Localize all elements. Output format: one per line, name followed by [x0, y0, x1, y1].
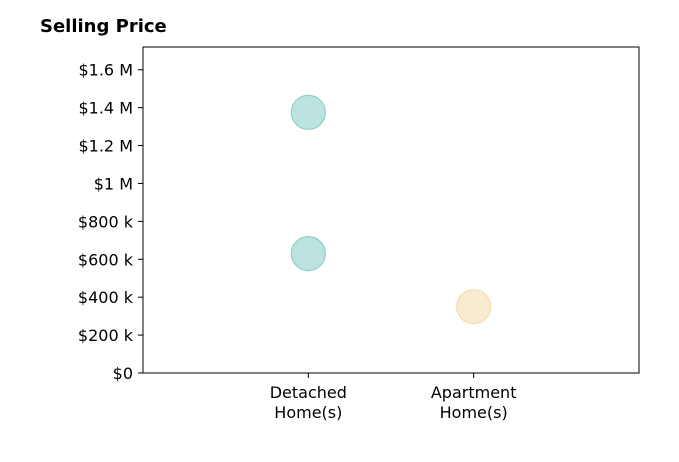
y-tick-label: $600 k: [78, 250, 134, 269]
y-tick-label: $1.6 M: [78, 61, 133, 80]
data-point: [290, 235, 326, 272]
y-tick-label: $400 k: [78, 288, 134, 307]
plot-frame: [142, 46, 640, 374]
y-tick-label: $1.2 M: [78, 137, 133, 156]
y-tick-label: $200 k: [78, 326, 134, 345]
x-tick-label: Detached Home(s): [270, 383, 347, 422]
data-point: [290, 94, 326, 130]
y-tick-label: $800 k: [78, 212, 134, 231]
data-point: [456, 289, 492, 325]
y-tick-label: $1 M: [94, 174, 133, 193]
y-tick-label: $1.4 M: [78, 99, 133, 118]
y-tick-label: $0: [113, 364, 133, 383]
chart-title: Selling Price: [40, 16, 167, 37]
x-tick-label: Apartment Home(s): [431, 383, 517, 422]
